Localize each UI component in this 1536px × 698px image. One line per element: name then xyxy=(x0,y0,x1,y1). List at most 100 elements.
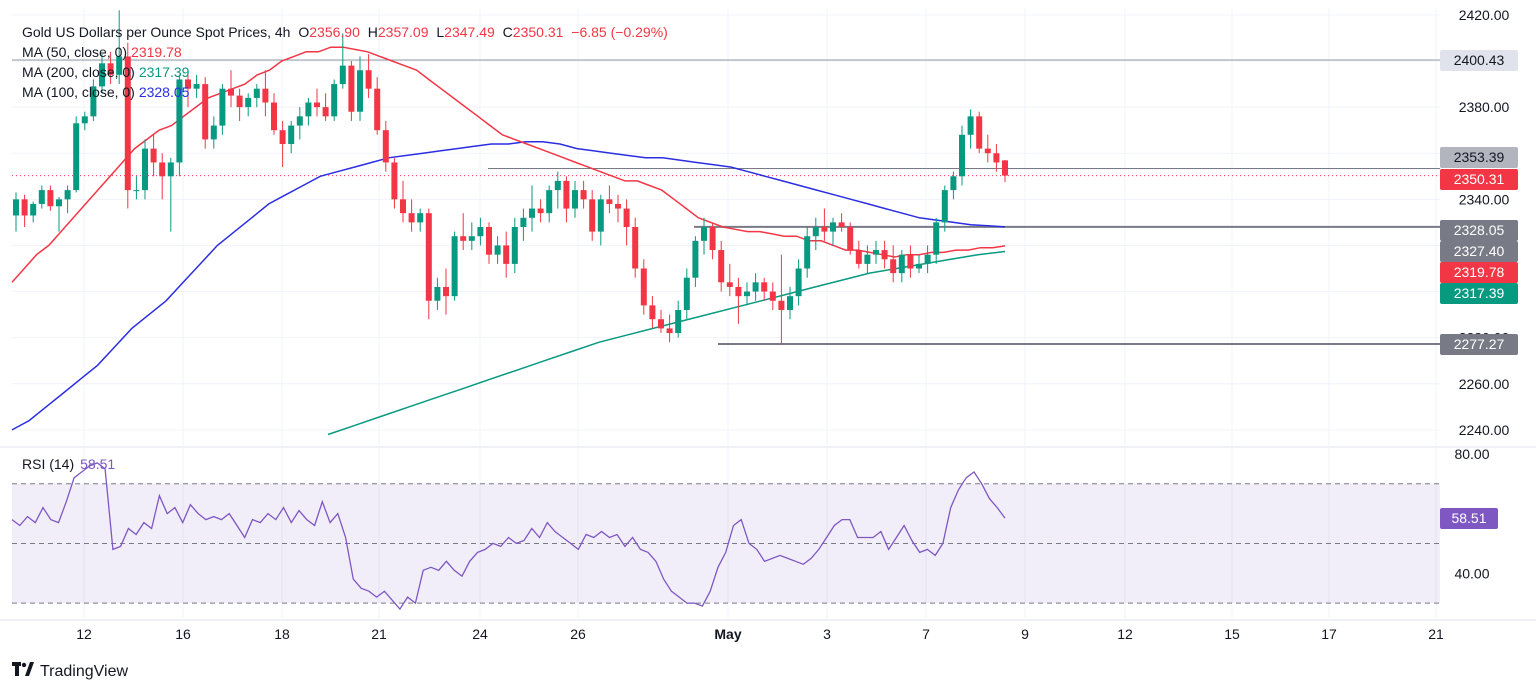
candle-body xyxy=(167,162,174,177)
candle-body xyxy=(907,254,914,269)
price-tick-label: 2380.00 xyxy=(1459,99,1510,115)
price-label-text: 2319.78 xyxy=(1454,264,1505,280)
candle-body xyxy=(417,213,424,223)
candle-body xyxy=(81,116,88,124)
candle-body xyxy=(950,176,957,191)
candle-body xyxy=(623,208,630,227)
candle-body xyxy=(830,222,836,232)
chart-legend: Gold US Dollars per Ounce Spot Prices, 4… xyxy=(22,22,668,102)
time-tick-label: 24 xyxy=(472,626,488,642)
candle-body xyxy=(718,250,725,283)
candle-body xyxy=(193,84,200,89)
price-change: −6.85 (−0.29%) xyxy=(571,24,668,40)
candle-body xyxy=(675,309,682,334)
candle-body xyxy=(976,116,983,149)
rsi-tick-label: 80.00 xyxy=(1454,446,1489,462)
candle-body xyxy=(787,296,793,310)
candle-body xyxy=(916,263,922,269)
candle-body xyxy=(967,116,974,135)
time-tick-label: 7 xyxy=(922,626,930,642)
ma100-line xyxy=(11,140,1006,431)
candle-body xyxy=(64,190,71,200)
time-tick-label: May xyxy=(714,626,741,642)
candle-body xyxy=(331,84,338,117)
candle-body xyxy=(778,300,785,310)
candle-body xyxy=(365,70,372,89)
candle-body xyxy=(632,227,639,269)
candle-body xyxy=(185,79,191,89)
candle-body xyxy=(890,259,897,274)
candle-body xyxy=(314,102,320,108)
candle-body xyxy=(898,254,905,274)
candle-body xyxy=(38,190,45,204)
candle-body xyxy=(812,227,819,237)
ohlc-open: O2356.90 xyxy=(298,24,360,40)
candle-body xyxy=(159,162,166,177)
candle-body xyxy=(649,305,656,320)
candle-body xyxy=(236,95,243,108)
candle-body xyxy=(305,102,312,117)
candle-body xyxy=(288,125,295,145)
candle-body xyxy=(107,63,114,75)
candle-body xyxy=(795,268,802,297)
time-tick-label: 21 xyxy=(1428,626,1444,642)
candle-body xyxy=(752,282,759,292)
price-tick-label: 2340.00 xyxy=(1459,191,1510,207)
candle-body xyxy=(864,254,871,264)
ohlc-low: L2347.49 xyxy=(436,24,495,40)
price-label-tag xyxy=(1440,262,1518,283)
indicator-ma50[interactable]: MA (50, close, 0) 2319.78 xyxy=(22,44,182,60)
candle-body xyxy=(847,227,854,251)
candle-body xyxy=(348,65,355,112)
candle-body xyxy=(1002,160,1008,176)
rsi-tick-label: 40.00 xyxy=(1454,565,1489,581)
candle-body xyxy=(554,180,561,191)
indicator-ma100[interactable]: MA (100, close, 0) 2328.05 xyxy=(22,84,190,100)
price-label-text: 2328.05 xyxy=(1454,222,1505,238)
candle-body xyxy=(90,86,97,117)
candle-body xyxy=(546,190,553,214)
candle-body xyxy=(56,199,62,207)
time-tick-label: 18 xyxy=(274,626,290,642)
candle-body xyxy=(253,88,260,98)
candle-body xyxy=(202,84,209,140)
price-label-text: 2400.43 xyxy=(1454,52,1505,68)
candle-body xyxy=(279,130,286,145)
candle-body xyxy=(615,203,621,209)
price-tick-label: 2420.00 xyxy=(1459,7,1510,23)
time-tick-label: 21 xyxy=(371,626,387,642)
candle-body xyxy=(296,116,303,126)
price-label-tag xyxy=(1440,169,1518,190)
candle-body xyxy=(572,190,578,209)
rsi-legend[interactable]: RSI (14) 58.51 xyxy=(22,456,116,472)
candle-body xyxy=(116,56,123,75)
candle-body xyxy=(761,282,768,292)
tradingview-logo-icon xyxy=(12,662,34,681)
candle-body xyxy=(391,162,398,200)
candle-body xyxy=(881,250,888,260)
candle-body xyxy=(511,227,518,264)
candle-body xyxy=(701,227,707,241)
candle-body xyxy=(21,199,28,216)
tradingview-logo[interactable]: TradingView xyxy=(12,662,128,681)
candle-body xyxy=(486,227,492,255)
time-tick-label: 12 xyxy=(76,626,92,642)
candle-body xyxy=(606,199,613,204)
symbol-title[interactable]: Gold US Dollars per Ounce Spot Prices, 4… xyxy=(22,24,291,40)
price-label-text: 2327.40 xyxy=(1454,243,1505,259)
candle-body xyxy=(658,319,664,329)
candle-body xyxy=(460,236,467,241)
candle-body xyxy=(597,199,604,232)
symbol-header: Gold US Dollars per Ounce Spot Prices, 4… xyxy=(22,22,668,42)
indicator-ma200[interactable]: MA (200, close, 0) 2317.39 xyxy=(22,64,190,80)
candle-body xyxy=(434,286,441,301)
candle-body xyxy=(245,97,252,108)
candle-body xyxy=(228,88,234,96)
candle-body xyxy=(408,213,415,223)
candle-body xyxy=(838,222,845,227)
candle-body xyxy=(494,245,501,255)
candle-body xyxy=(692,240,699,278)
candle-body xyxy=(468,236,475,241)
